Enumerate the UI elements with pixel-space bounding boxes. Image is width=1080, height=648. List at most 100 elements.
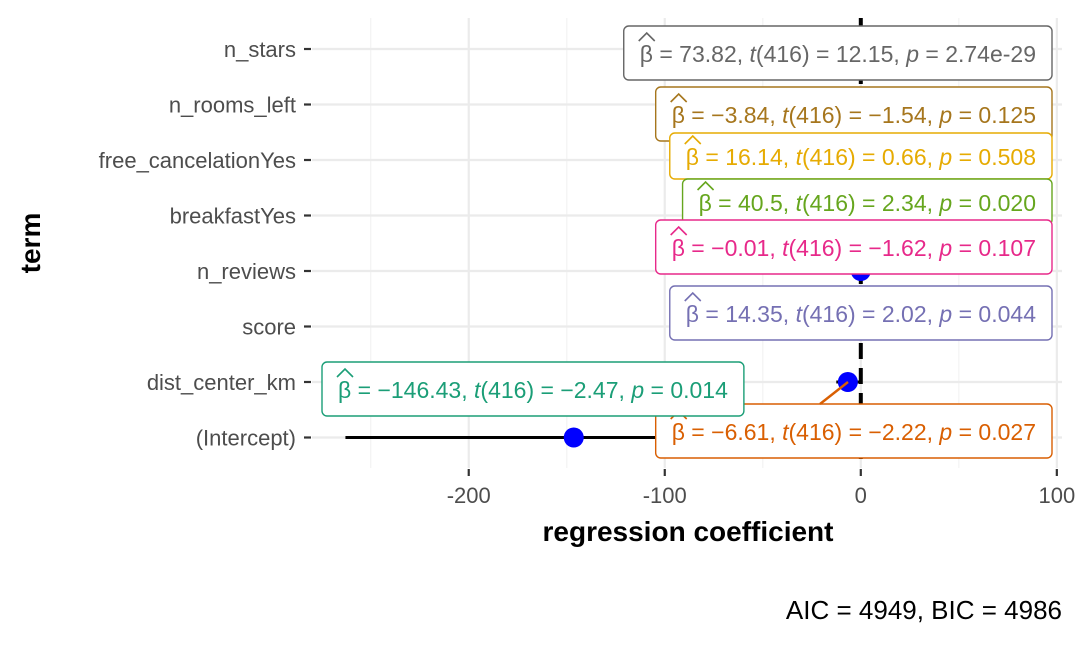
p-symbol: p	[938, 190, 952, 216]
beta-value: = 16.14,	[699, 144, 796, 170]
beta-value: = 40.5,	[712, 190, 796, 216]
label-text: β = 14.35, t(416) = 2.02, p = 0.044	[686, 301, 1036, 327]
label-text: β = 16.14, t(416) = 0.66, p = 0.508	[686, 144, 1036, 170]
label-box	[623, 25, 1053, 81]
p-value: = 0.508	[952, 144, 1036, 170]
y-axis-title: term	[15, 213, 46, 274]
beta-hat	[670, 225, 688, 236]
df-value: (416)	[802, 190, 856, 216]
beta-symbol: β	[686, 144, 699, 170]
x-tick-label: -100	[643, 483, 687, 508]
t-symbol: t	[796, 144, 804, 170]
y-tick-label: free_cancelationYes	[99, 148, 296, 173]
beta-symbol: β	[699, 190, 712, 216]
coef-label-n_stars: β = 73.82, t(416) = 12.15, p = 2.74e-29	[623, 25, 1053, 81]
df-value: (416)	[789, 235, 843, 261]
beta-symbol: β	[338, 377, 351, 403]
df-value: (416)	[802, 301, 856, 327]
t-value: = −2.47,	[534, 377, 631, 403]
beta-value: = −6.61,	[685, 419, 782, 445]
beta-symbol: β	[686, 301, 699, 327]
label-box	[669, 285, 1053, 341]
coef-label-free_cancelationYes: β = 16.14, t(416) = 0.66, p = 0.508	[669, 132, 1053, 180]
coefficient-labels: β = 73.82, t(416) = 12.15, p = 2.74e-29β…	[321, 25, 1053, 459]
x-tick-label: 0	[855, 483, 867, 508]
beta-value: = −0.01,	[685, 235, 782, 261]
y-axis: n_stars n_rooms_left free_cancelationYesbr…	[99, 37, 311, 451]
p-symbol: p	[938, 419, 952, 445]
t-value: = 2.02,	[856, 301, 940, 327]
p-symbol: p	[905, 41, 919, 67]
beta-hat	[638, 31, 656, 42]
coef-label-score: β = 14.35, t(416) = 2.02, p = 0.044	[669, 285, 1053, 341]
t-symbol: t	[796, 301, 804, 327]
beta-symbol: β	[672, 419, 685, 445]
coef-label-(Intercept): β = −146.43, t(416) = −2.47, p = 0.014	[321, 361, 745, 417]
t-value: = −1.62,	[842, 235, 939, 261]
beta-symbol: β	[672, 102, 685, 128]
df-value: (416)	[789, 419, 843, 445]
y-tick-label: dist_center_km	[147, 370, 296, 395]
p-symbol: p	[938, 235, 952, 261]
y-tick-label: breakfastYes	[170, 204, 296, 229]
beta-hat	[684, 134, 702, 145]
x-tick-label: -200	[447, 483, 491, 508]
t-value: = 0.66,	[856, 144, 940, 170]
p-symbol: p	[938, 301, 952, 327]
t-value: = −1.54,	[842, 102, 939, 128]
label-leader-line	[819, 381, 849, 405]
t-symbol: t	[796, 190, 804, 216]
x-axis: -200 -100 0 100	[447, 469, 1075, 508]
estimate-point-(Intercept)	[563, 427, 584, 448]
model-fit-caption: AIC = 4949, BIC = 4986	[786, 595, 1062, 625]
beta-hat	[696, 180, 715, 191]
y-tick-label: (Intercept)	[196, 426, 296, 451]
label-text: β = −146.43, t(416) = −2.47, p = 0.014	[338, 377, 728, 403]
t-symbol: t	[782, 102, 790, 128]
df-value: (416)	[802, 144, 856, 170]
p-symbol: p	[938, 102, 952, 128]
y-tick-label: n_reviews	[197, 259, 296, 284]
t-symbol: t	[474, 377, 482, 403]
coef-label-n_rooms_left: β = −3.84, t(416) = −1.54, p = 0.125	[654, 86, 1053, 142]
coef-label-n_reviews: β = −0.01, t(416) = −1.62, p = 0.107	[654, 219, 1053, 275]
coef-label-breakfastYes: β = 40.5, t(416) = 2.34, p = 0.020	[681, 178, 1053, 226]
p-value: = 0.020	[952, 190, 1036, 216]
x-tick-label: 100	[1038, 483, 1075, 508]
label-text: β = −3.84, t(416) = −1.54, p = 0.125	[672, 102, 1036, 128]
df-value: (416)	[756, 41, 810, 67]
beta-value: = 73.82,	[653, 41, 750, 67]
beta-symbol: β	[640, 41, 653, 67]
label-box	[654, 403, 1053, 459]
coef-label-dist_center_km: β = −6.61, t(416) = −2.22, p = 0.027	[654, 381, 1053, 459]
p-value: = 0.044	[952, 301, 1036, 327]
y-tick-label: n_rooms_left	[169, 93, 296, 118]
label-box	[654, 219, 1053, 275]
p-value: = 0.107	[952, 235, 1036, 261]
p-value: = 2.74e-29	[919, 41, 1036, 67]
t-value: = 12.15,	[810, 41, 907, 67]
label-text: β = 40.5, t(416) = 2.34, p = 0.020	[699, 190, 1036, 216]
df-value: (416)	[789, 102, 843, 128]
label-box	[321, 361, 745, 417]
t-symbol: t	[750, 41, 758, 67]
beta-hat	[670, 92, 688, 103]
beta-value: = −146.43,	[351, 377, 474, 403]
y-tick-label: score	[242, 315, 296, 340]
p-symbol: p	[938, 144, 952, 170]
label-text: β = −0.01, t(416) = −1.62, p = 0.107	[672, 235, 1036, 261]
t-value: = 2.34,	[856, 190, 940, 216]
p-value: = 0.027	[952, 419, 1036, 445]
label-text: β = −6.61, t(416) = −2.22, p = 0.027	[672, 419, 1036, 445]
t-value: = −2.22,	[842, 419, 939, 445]
beta-symbol: β	[672, 235, 685, 261]
p-symbol: p	[630, 377, 644, 403]
p-value: = 0.125	[952, 102, 1036, 128]
t-symbol: t	[782, 419, 790, 445]
p-value: = 0.014	[644, 377, 728, 403]
x-axis-title: regression coefficient	[543, 516, 834, 547]
beta-value: = −3.84,	[685, 102, 782, 128]
y-tick-label: n_stars	[224, 37, 296, 62]
df-value: (416)	[480, 377, 534, 403]
